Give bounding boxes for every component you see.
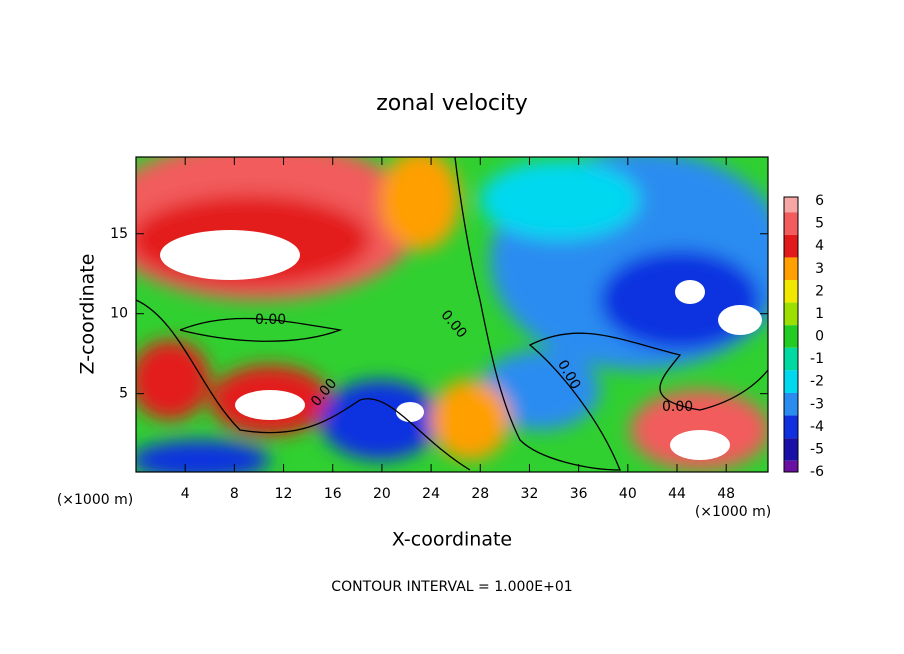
colorbar-label: -6 bbox=[810, 464, 824, 480]
x-tick-label: 32 bbox=[521, 486, 539, 502]
x-tick-label: 28 bbox=[471, 486, 489, 502]
x-tick-label: 44 bbox=[668, 486, 686, 502]
x-tick-label: 8 bbox=[230, 486, 239, 502]
colorbar-swatch bbox=[784, 302, 798, 326]
x-tick-label: 36 bbox=[570, 486, 588, 502]
colorbar-label: 4 bbox=[815, 238, 824, 254]
y-tick-label: 15 bbox=[110, 226, 128, 242]
y-unit-label: (×1000 m) bbox=[57, 492, 133, 508]
y-axis-label: Z-coordinate bbox=[77, 254, 99, 375]
colorbar-swatch bbox=[784, 460, 798, 472]
colorbar-label: -4 bbox=[810, 419, 824, 435]
footer: CONTOUR INTERVAL = 1.000E+01 bbox=[331, 579, 572, 595]
x-tick-label: 24 bbox=[422, 486, 440, 502]
colorbar-label: -5 bbox=[810, 441, 824, 457]
x-axis-label: X-coordinate bbox=[392, 529, 512, 551]
chart-title: zonal velocity bbox=[376, 91, 528, 116]
colorbar-label: -3 bbox=[810, 396, 824, 412]
colorbar-label: 5 bbox=[815, 216, 824, 232]
colorbar-swatch bbox=[784, 392, 798, 416]
colorbar-swatch bbox=[784, 197, 798, 213]
x-tick-label: 16 bbox=[324, 486, 342, 502]
colorbar-label: -1 bbox=[810, 351, 824, 367]
colorbar-swatch bbox=[784, 325, 798, 348]
x-tick-label: 12 bbox=[275, 486, 293, 502]
colorbar-label: 3 bbox=[815, 261, 824, 277]
colorbar-label: 1 bbox=[815, 306, 824, 322]
colorbar-swatch bbox=[784, 234, 798, 258]
field bbox=[136, 157, 768, 472]
y-tick-label: 10 bbox=[110, 306, 128, 322]
colorbar-label: 2 bbox=[815, 283, 824, 299]
colorbar-swatch bbox=[784, 438, 798, 461]
colorbar-label: 6 bbox=[815, 193, 824, 209]
colorbar-swatch bbox=[784, 370, 798, 393]
colorbar-swatch bbox=[784, 415, 798, 439]
colorbar-swatch bbox=[784, 347, 798, 371]
colorbar-frame bbox=[783, 196, 799, 473]
x-tick-label: 48 bbox=[717, 486, 735, 502]
colorbar-swatch bbox=[784, 280, 798, 303]
x-tick-label: 4 bbox=[181, 486, 190, 502]
plot-frame bbox=[135, 156, 769, 473]
colorbar-swatch bbox=[784, 212, 798, 235]
colorbar-label: -2 bbox=[810, 374, 824, 390]
y-tick-label: 5 bbox=[119, 386, 128, 402]
contour-label: 0.00 bbox=[255, 312, 286, 328]
x-tick-label: 40 bbox=[619, 486, 637, 502]
colorbar-swatch bbox=[784, 257, 798, 281]
contour-label: 0.00 bbox=[662, 399, 693, 415]
x-tick-label: 20 bbox=[373, 486, 391, 502]
x-unit-label: (×1000 m) bbox=[695, 504, 771, 520]
colorbar-label: 0 bbox=[815, 329, 824, 345]
